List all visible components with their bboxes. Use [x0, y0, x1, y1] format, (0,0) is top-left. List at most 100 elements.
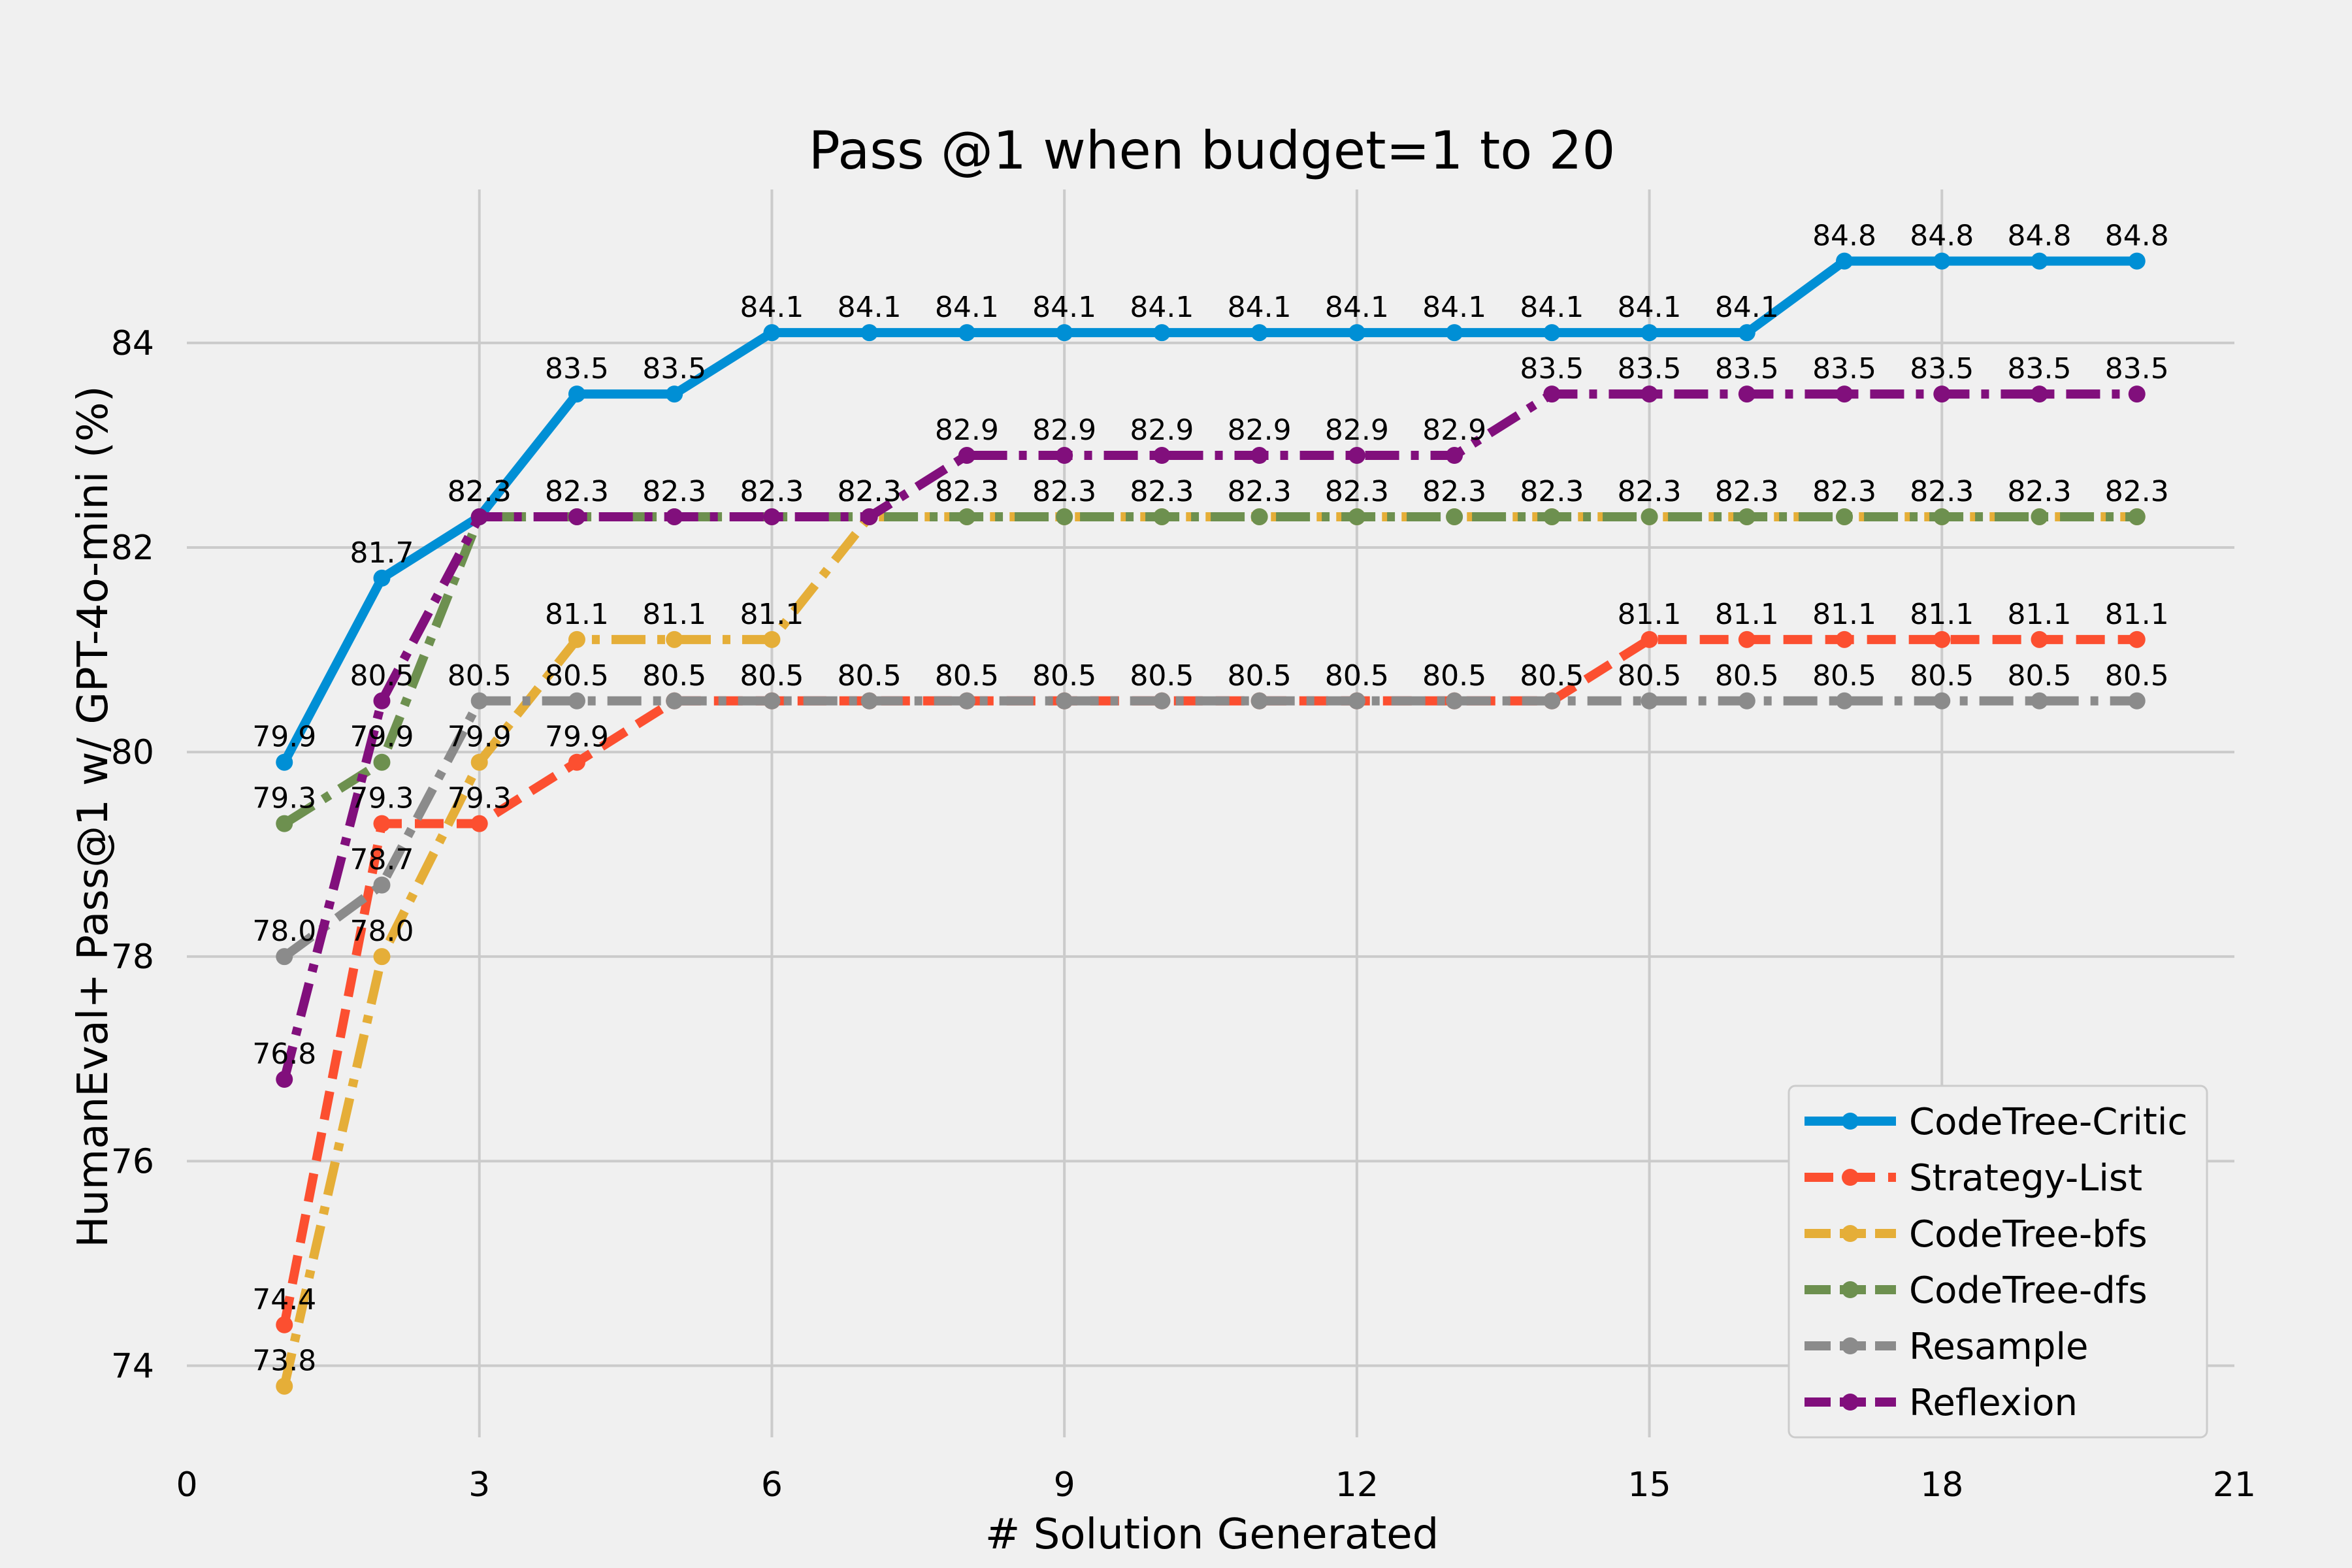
data-point: [958, 324, 975, 342]
data-label: 73.8: [252, 1345, 316, 1378]
data-label: 80.5: [1032, 659, 1096, 693]
data-point: [1641, 692, 1658, 710]
data-point: [1348, 692, 1365, 710]
series-line: [280, 634, 2137, 1326]
data-label: 80.5: [1520, 659, 1584, 693]
data-label: 82.3: [1910, 475, 1974, 508]
legend-label: CodeTree-dfs: [1909, 1269, 2148, 1312]
data-point: [1933, 385, 1951, 403]
data-point: [1348, 324, 1365, 342]
data-label: 84.1: [1325, 291, 1389, 324]
data-point: [470, 692, 488, 710]
series-resample: [276, 692, 2146, 966]
data-label: 78.0: [350, 915, 414, 948]
data-label: 82.3: [740, 475, 804, 508]
data-point: [1056, 447, 1073, 465]
data-point: [958, 447, 975, 465]
data-label: 82.9: [1130, 414, 1194, 447]
data-label: 80.5: [2008, 659, 2072, 693]
data-label: 79.9: [545, 721, 609, 754]
data-label: 84.1: [1422, 291, 1486, 324]
data-point: [1250, 692, 1268, 710]
data-label: 82.3: [2105, 475, 2169, 508]
data-point: [2128, 385, 2146, 403]
data-label: 74.4: [252, 1283, 316, 1316]
data-point: [763, 630, 781, 648]
data-point: [1056, 692, 1073, 710]
data-label: 80.5: [642, 659, 706, 693]
data-label: 80.5: [1325, 659, 1389, 693]
series-codetree-critic: [276, 252, 2146, 771]
data-label: 82.9: [1032, 414, 1096, 447]
data-label: 84.8: [1812, 220, 1876, 253]
data-label: 82.3: [1715, 475, 1779, 508]
data-point: [1250, 508, 1268, 525]
x-tick-label: 15: [1627, 1465, 1671, 1505]
data-label: 82.3: [2105, 475, 2169, 508]
data-label: 80.5: [1228, 659, 1292, 693]
series-line: [280, 512, 2137, 1388]
legend-item-strategy-list: Strategy-List: [1805, 1157, 2142, 1200]
data-label: 80.5: [838, 659, 902, 693]
data-label: 82.9: [1422, 414, 1486, 447]
data-point: [1836, 385, 1854, 403]
data-point: [568, 630, 585, 648]
y-tick-label: 84: [111, 324, 154, 363]
data-point: [373, 753, 391, 771]
data-point: [276, 948, 293, 966]
data-label: 82.3: [448, 475, 512, 508]
data-label: 82.3: [2008, 475, 2072, 508]
data-label: 80.5: [1520, 659, 1584, 693]
chart-title: Pass @1 when budget=1 to 20: [809, 120, 1616, 181]
y-tick-label: 76: [111, 1142, 154, 1181]
x-tick-label: 0: [176, 1465, 197, 1505]
data-label: 79.3: [448, 782, 512, 815]
data-point: [860, 324, 878, 342]
legend-marker: [1842, 1337, 1859, 1354]
data-label: 84.1: [1228, 291, 1292, 324]
data-point: [568, 753, 585, 771]
legend-marker: [1842, 1394, 1859, 1411]
y-axis-label: HumanEval+ Pass@1 w/ GPT-4o-mini (%): [69, 385, 118, 1247]
data-point: [1738, 508, 1756, 525]
data-label: 80.5: [1325, 659, 1389, 693]
data-labels: 78.0 78.7 80.5 80.5 80.5 80.5 80.5 80.5 80.5 80.5…: [252, 220, 2168, 1378]
data-label: 82.3: [1812, 475, 1876, 508]
data-label: 82.3: [1812, 475, 1876, 508]
data-label: 82.3: [1910, 475, 1974, 508]
data-point: [1543, 508, 1561, 525]
legend-label: Resample: [1909, 1326, 2088, 1368]
data-point: [1543, 692, 1561, 710]
data-label: 82.3: [1228, 475, 1292, 508]
data-point: [2128, 630, 2146, 648]
data-point: [373, 569, 391, 587]
data-label: 84.1: [740, 291, 804, 324]
data-label: 82.3: [642, 475, 706, 508]
data-point: [470, 815, 488, 832]
data-label: 81.1: [545, 598, 609, 631]
data-point: [860, 508, 878, 525]
legend-marker: [1842, 1281, 1859, 1298]
data-label: 82.9: [935, 414, 999, 447]
data-label: 80.5: [838, 659, 902, 693]
data-point: [1446, 692, 1463, 710]
legend-item-codetree-critic: CodeTree-Critic: [1805, 1101, 2187, 1143]
data-label: 80.5: [1422, 659, 1486, 693]
data-label: 80.5: [350, 659, 414, 693]
data-point: [1153, 324, 1171, 342]
data-label: 83.5: [545, 352, 609, 385]
data-point: [470, 508, 488, 525]
data-label: 81.1: [1812, 598, 1876, 631]
data-point: [1153, 447, 1171, 465]
data-label: 79.3: [350, 782, 414, 815]
data-label: 82.3: [1032, 475, 1096, 508]
data-point: [1543, 385, 1561, 403]
data-label: 80.5: [1422, 659, 1486, 693]
data-point: [860, 692, 878, 710]
data-point: [1056, 508, 1073, 525]
legend-marker: [1842, 1169, 1859, 1186]
data-label: 83.5: [1812, 352, 1876, 385]
y-tick-label: 80: [111, 733, 154, 772]
data-label: 82.3: [838, 475, 902, 508]
x-tick-label: 18: [1920, 1465, 1963, 1505]
